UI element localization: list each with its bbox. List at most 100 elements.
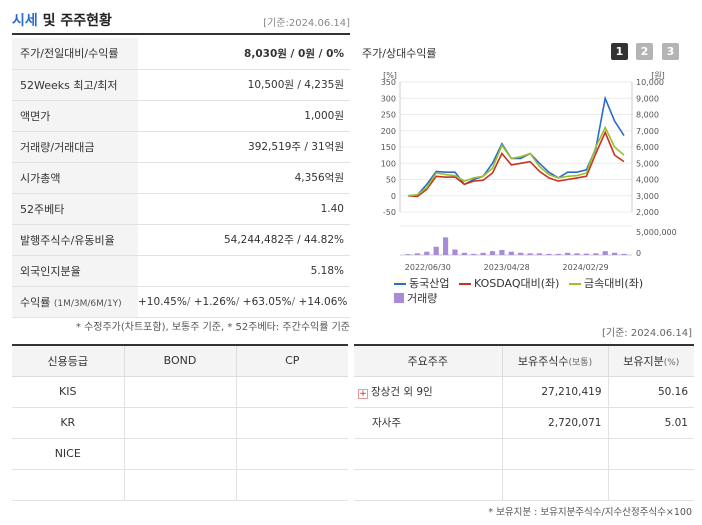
- right-tick-label: 6,000: [636, 143, 659, 152]
- credit-cp: [235, 407, 348, 439]
- info-row: 시가총액 4,356억원: [12, 162, 350, 194]
- holder-shares: 27,210,419: [501, 376, 608, 408]
- holder-name: [354, 438, 502, 470]
- price-info-table: 주가/전일대비/수익률 8,030원 / 0원 / 0% 52Weeks 최고/…: [12, 38, 350, 318]
- volume-bar: [621, 253, 627, 255]
- expand-icon[interactable]: +: [358, 389, 368, 399]
- returns-row: 수익률 (1M/3M/6M/1Y) +10.45%/ +1.26%/ +63.0…: [12, 286, 350, 318]
- volume-bar: [414, 253, 420, 255]
- info-row: 52Weeks 최고/최저 10,500원 / 4,235원: [12, 69, 350, 101]
- credit-agency: NICE: [12, 438, 124, 470]
- credit-bond: [123, 407, 236, 439]
- credit-cp: [235, 469, 348, 501]
- info-value: 8,030원 / 0원 / 0%: [244, 47, 344, 60]
- right-tick-label: 4,000: [636, 176, 659, 185]
- volume-bar: [518, 252, 524, 255]
- credit-header-bond: BOND: [123, 345, 236, 377]
- volume-bar: [405, 254, 411, 255]
- volume-bar: [508, 251, 514, 255]
- info-row: 주가/전일대비/수익률 8,030원 / 0원 / 0%: [12, 38, 350, 70]
- volume-bar: [546, 253, 552, 255]
- info-footnote: * 수정주가(차트포함), 보통주 기준, * 52주베타: 주간수익률 기준: [75, 322, 350, 333]
- holder-name: + 장상건 외 9인: [354, 376, 502, 408]
- left-axis-label: [%]: [383, 71, 397, 80]
- volume-bar: [480, 252, 486, 255]
- chart-page-3-button[interactable]: 3: [662, 43, 679, 60]
- chart-legend: 동국산업 KOSDAQ대비(좌) 금속대비(좌) 거래량: [394, 276, 694, 306]
- info-value: 54,244,482주 / 44.82%: [138, 224, 350, 256]
- legend-item-metal: 금속대비(좌): [568, 276, 643, 291]
- info-label: 발행주식수/유동비율: [12, 224, 138, 256]
- info-label: 외국인지분율: [12, 255, 138, 287]
- left-tick-label: 200: [381, 127, 396, 136]
- series-line-1: [407, 130, 625, 198]
- table-row: [354, 469, 694, 501]
- credit-bond: [123, 438, 236, 470]
- table-row: 자사주 2,720,071 5.01: [354, 407, 694, 439]
- major-shareholders-table: 주요주주 보유주식수(보통) 보유지분(%) + 장상건 외 9인 27,210,…: [354, 344, 694, 501]
- table-row: KIS: [12, 376, 348, 408]
- x-tick-label: 2024/02/29: [563, 263, 609, 272]
- info-row: 발행주식수/유동비율 54,244,482주 / 44.82%: [12, 224, 350, 256]
- info-value: 5.18%: [138, 255, 350, 287]
- table-row: NICE: [12, 438, 348, 470]
- left-tick-label: 0: [391, 192, 396, 201]
- info-value: 10,500원 / 4,235원: [138, 69, 350, 101]
- volume-bar: [527, 253, 533, 255]
- volume-bar: [461, 252, 467, 255]
- holder-pct: [607, 438, 694, 470]
- chart-page-1-button[interactable]: 1: [611, 43, 628, 60]
- credit-header-cp: CP: [235, 345, 348, 377]
- info-label: 52Weeks 최고/최저: [12, 69, 138, 101]
- returns-label-text: 수익률: [20, 295, 51, 309]
- info-row: 액면가 1,000원: [12, 100, 350, 132]
- right-tick-label: 5,000: [636, 159, 659, 168]
- volume-bar: [602, 251, 608, 255]
- table-row: KR: [12, 407, 348, 439]
- holder-pct: [607, 469, 694, 501]
- info-row: 52주베타 1.40: [12, 193, 350, 225]
- right-tick-label: 3,000: [636, 192, 659, 201]
- info-label: 액면가: [12, 100, 138, 132]
- returns-values: +10.45%/ +1.26%/ +63.05%/ +14.06%: [138, 286, 350, 318]
- volume-bar: [574, 253, 580, 255]
- info-value: 4,356억원: [138, 162, 350, 194]
- credit-cp: [235, 438, 348, 470]
- chart-title: 주가/상대수익률: [362, 47, 437, 60]
- info-label: 주가/전일대비/수익률: [12, 38, 138, 70]
- holder-name: 자사주: [354, 407, 502, 439]
- right-tick-label: 7,000: [636, 127, 659, 136]
- volume-bar: [442, 237, 449, 255]
- info-value: 392,519주 / 31억원: [138, 131, 350, 163]
- legend-item-stock: 동국산업: [394, 276, 449, 291]
- header-divider: [12, 33, 350, 35]
- volume-tick-label: 5,000,000: [636, 228, 677, 237]
- volume-bar: [489, 251, 496, 255]
- section-title-accent: 시세: [12, 13, 38, 29]
- reference-date: [기준:2024.06.14]: [263, 18, 350, 29]
- legend-item-volume: 거래량: [394, 291, 437, 306]
- section-title: 시세 및 주주현황: [12, 10, 112, 30]
- credit-rating-table: 신용등급 BOND CP KIS KR NICE: [12, 344, 348, 501]
- volume-bar: [433, 246, 439, 255]
- table-row: [354, 438, 694, 470]
- left-tick-label: 150: [381, 143, 396, 152]
- return-3m: +1.26%: [193, 295, 236, 308]
- volume-bar: [499, 250, 505, 255]
- left-tick-label: 250: [381, 111, 396, 120]
- table-row: + 장상건 외 9인 27,210,419 50.16: [354, 376, 694, 408]
- volume-bar: [583, 253, 590, 255]
- info-value-price: 8,030원 / 0원 / 0%: [138, 38, 350, 70]
- right-axis-label: [원]: [651, 71, 665, 80]
- section-title-rest: 및 주주현황: [37, 13, 112, 29]
- credit-header-rating: 신용등급: [12, 345, 124, 377]
- chart-page-2-button[interactable]: 2: [636, 43, 653, 60]
- holder-pct: 5.01: [607, 407, 694, 439]
- credit-bond: [123, 376, 236, 408]
- legend-item-kosdaq: KOSDAQ대비(좌): [458, 276, 559, 291]
- left-tick-label: 100: [381, 159, 396, 168]
- credit-agency: KIS: [12, 376, 124, 408]
- info-row: 외국인지분율 5.18%: [12, 255, 350, 287]
- returns-label-sub: (1M/3M/6M/1Y): [53, 298, 122, 309]
- x-tick-label: 2022/06/30: [405, 263, 451, 272]
